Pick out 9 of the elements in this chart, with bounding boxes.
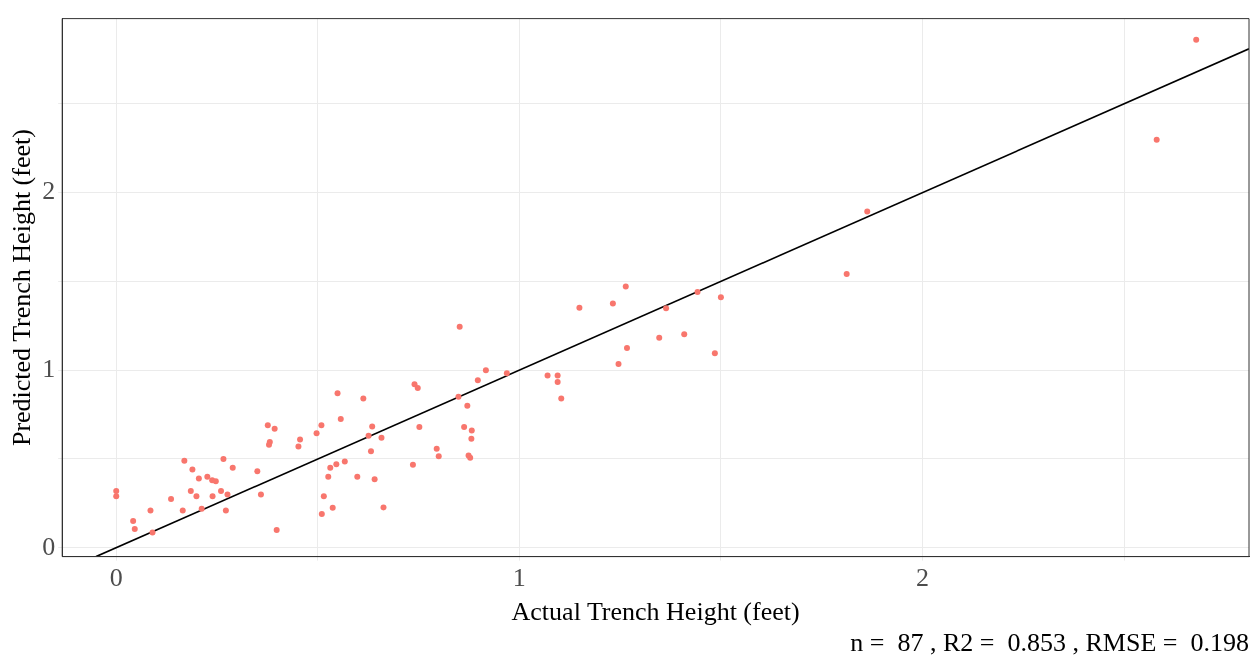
y-tick-label: 2 (42, 176, 56, 206)
x-tick-label: 0 (109, 563, 123, 593)
y-tick-label: 1 (42, 353, 56, 383)
x-tick-label: 2 (915, 563, 929, 593)
x-axis-title: Actual Trench Height (feet) (511, 597, 800, 627)
text: n = 87 , R2 = 0.853 , RMSE = 0.198 (850, 627, 1249, 657)
y-tick-label: 0 (42, 531, 56, 561)
y-axis-title: Predicted Trench Height (feet) (7, 129, 37, 447)
x-tick-label: 1 (512, 563, 526, 593)
